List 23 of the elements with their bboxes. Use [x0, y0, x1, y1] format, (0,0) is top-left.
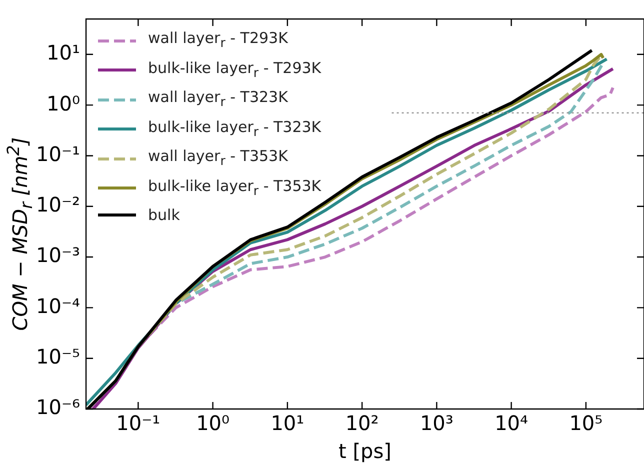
- x-tick-label: 10¹: [270, 411, 304, 436]
- legend-label: wall layer$_{r}$ - T353K: [148, 146, 288, 170]
- y-tick-label: 10⁻²: [36, 192, 80, 217]
- y-tick-label: 10⁻⁶: [36, 395, 80, 420]
- x-tick-label: 10⁻¹: [116, 411, 160, 436]
- x-tick-label: 10²: [345, 411, 379, 436]
- x-tick-label: 10⁴: [494, 411, 528, 436]
- x-axis-title: t [ps]: [338, 439, 392, 464]
- x-tick-label: 10⁵: [569, 411, 603, 436]
- y-tick-label: 10⁻¹: [36, 142, 80, 166]
- y-tick-label: 10⁻⁴: [36, 294, 80, 318]
- y-tick-label: 10⁻³: [36, 243, 80, 268]
- y-tick-label: 10¹: [46, 40, 80, 65]
- x-tick-label: 10⁰: [196, 411, 230, 436]
- legend-label: bulk-like layer$_{r}$ - T293K: [148, 58, 322, 82]
- x-tick-label: 10³: [420, 411, 454, 436]
- legend-label: bulk-like layer$_{r}$ - T353K: [148, 176, 322, 200]
- y-tick-label: 10⁰: [46, 91, 80, 116]
- legend-label: wall layer$_{r}$ - T323K: [148, 87, 288, 111]
- legend-label: bulk: [148, 205, 180, 226]
- legend-label: wall layer$_{r}$ - T293K: [148, 28, 288, 52]
- legend-label: bulk-like layer$_{r}$ - T323K: [148, 116, 322, 140]
- y-tick-label: 10⁻⁵: [36, 344, 80, 369]
